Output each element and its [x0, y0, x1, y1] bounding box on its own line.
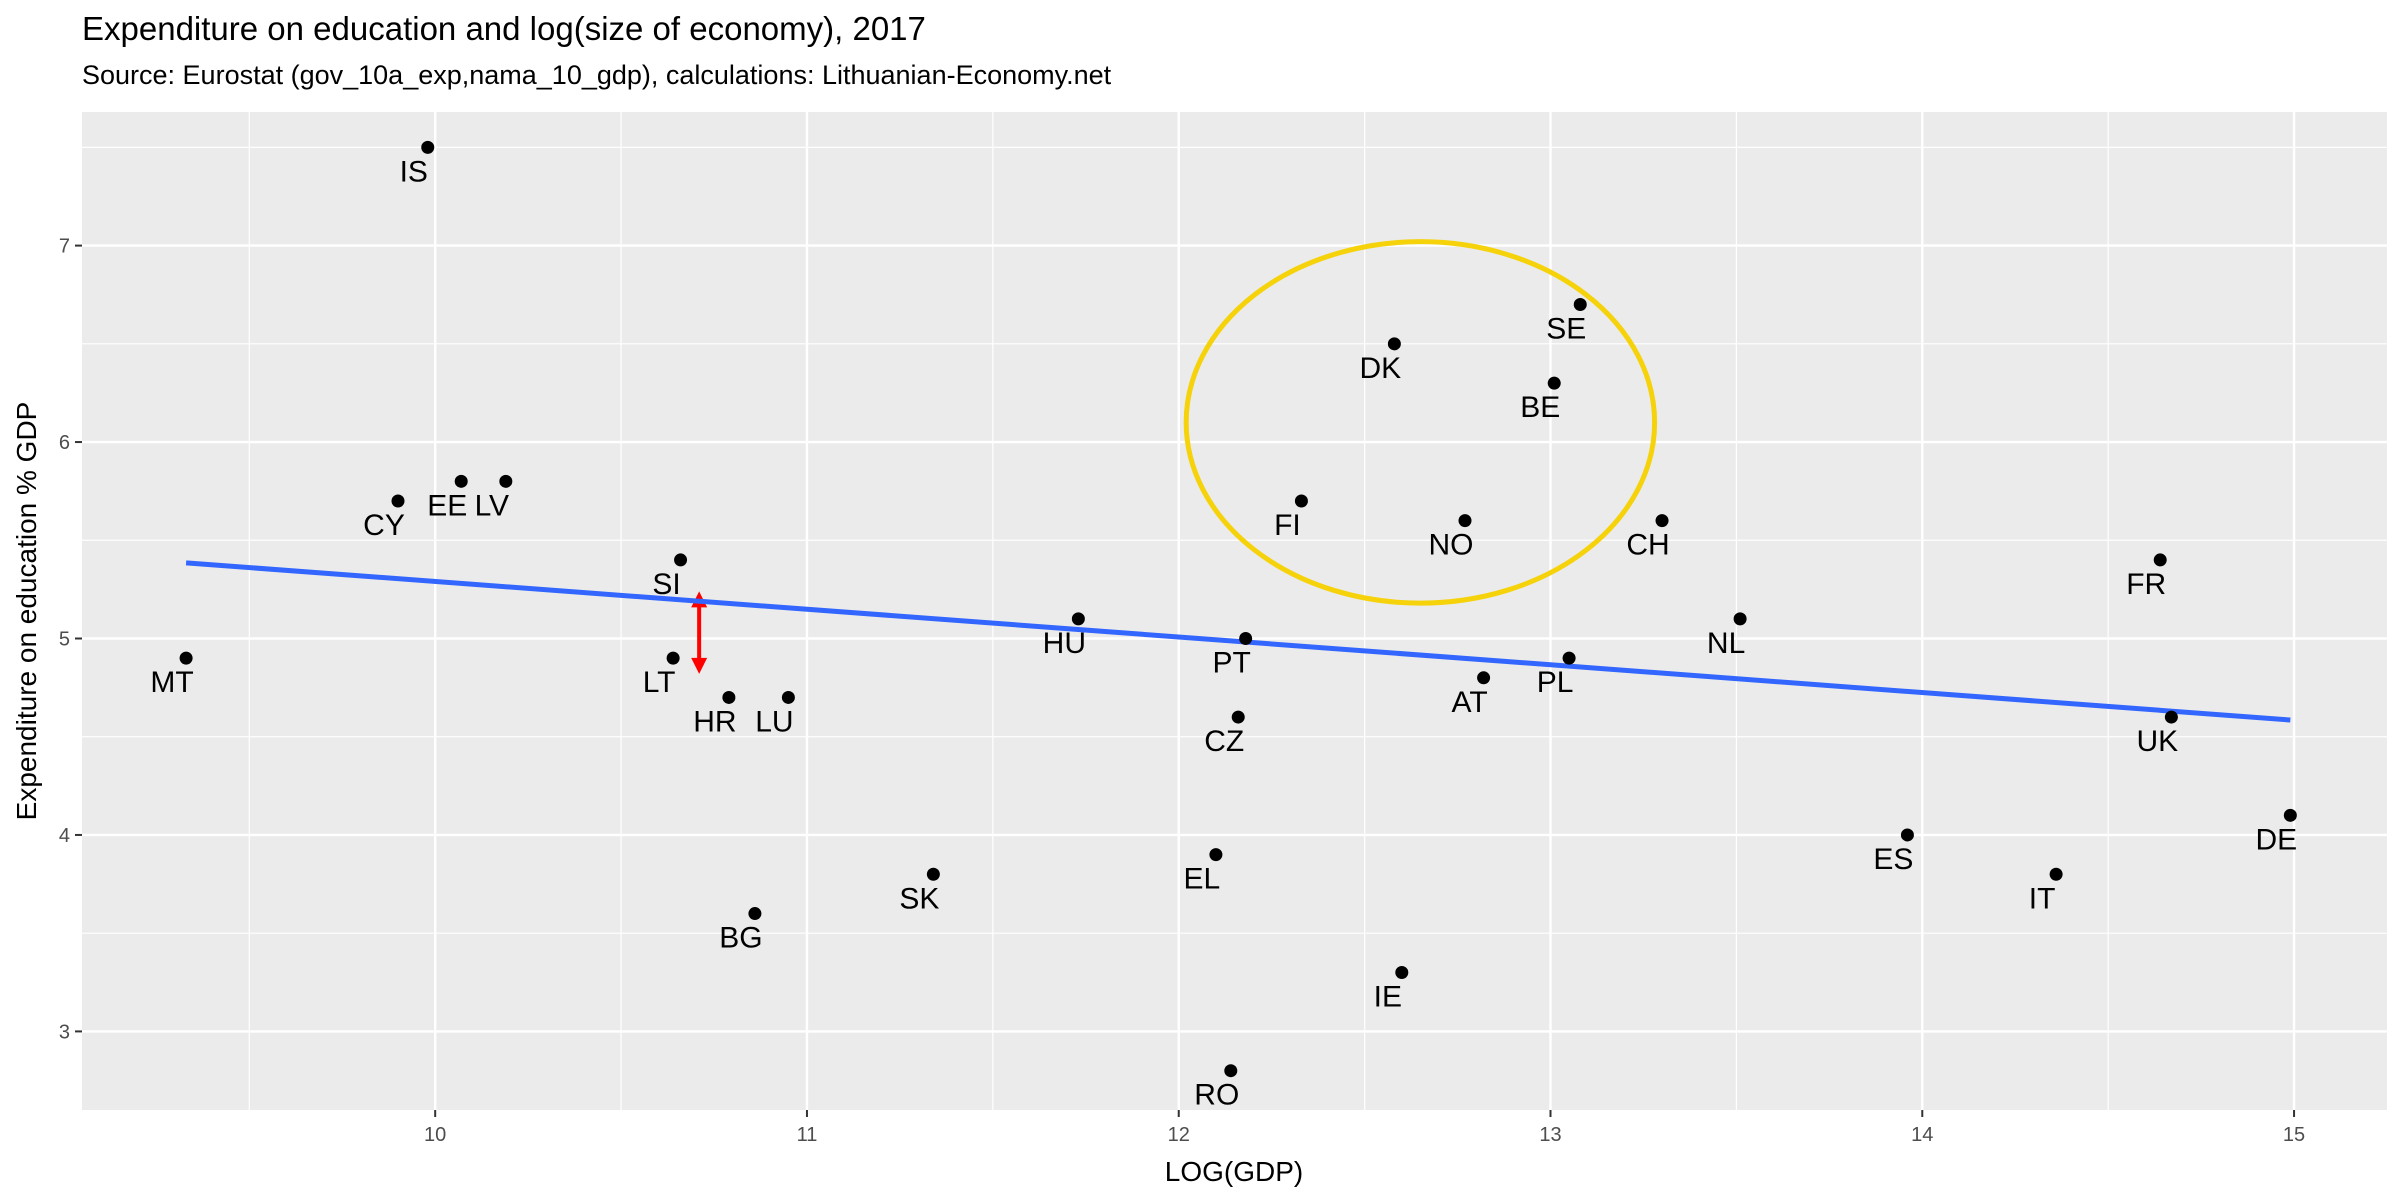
data-point-label: CY: [363, 509, 405, 542]
data-point-label: UK: [2137, 725, 2179, 758]
data-point-label: LT: [643, 666, 676, 699]
data-point-label: PL: [1537, 666, 1574, 699]
data-point: [2049, 867, 2063, 881]
data-point: [454, 474, 468, 488]
data-point-label: FI: [1274, 509, 1301, 542]
y-tick-label: 7: [59, 236, 70, 258]
data-point-label: DK: [1360, 352, 1402, 385]
x-axis-title: LOG(GDP): [1165, 1156, 1303, 1187]
data-point: [1573, 298, 1587, 312]
chart-subtitle: Source: Eurostat (gov_10a_exp,nama_10_gd…: [82, 60, 1112, 90]
data-point-label: CH: [1626, 529, 1669, 562]
data-point: [1294, 494, 1308, 508]
data-point-label: NL: [1707, 627, 1745, 660]
data-point: [1547, 376, 1561, 390]
data-point-label: CZ: [1204, 725, 1244, 758]
data-point-label: SK: [899, 882, 939, 915]
data-point: [1655, 514, 1669, 528]
data-point: [391, 494, 405, 508]
data-point-label: HR: [693, 705, 736, 738]
data-point-label: BG: [719, 922, 762, 955]
data-point-label: MT: [150, 666, 193, 699]
trend-line: [185, 560, 2291, 723]
points-layer: IS CY EE LV MT SI LT HR LU BG SK HU PT CZ EL RO FI IE DK NO…: [150, 140, 2297, 1112]
data-point: [1458, 514, 1472, 528]
x-tick-label: 13: [1539, 1124, 1561, 1146]
y-tick-label: 6: [59, 432, 70, 454]
x-axis: 10 11 12 13 14 15: [424, 1110, 2305, 1146]
data-point: [2164, 710, 2178, 724]
plot-panel: [82, 112, 2387, 1110]
data-point: [499, 474, 513, 488]
data-point-label: IT: [2029, 882, 2056, 915]
data-point-label: IE: [1374, 980, 1402, 1013]
data-point: [2283, 808, 2297, 822]
data-point: [1387, 337, 1401, 351]
data-point: [722, 690, 736, 704]
data-point-label: EL: [1184, 863, 1221, 896]
data-point-label: HU: [1043, 627, 1086, 660]
gap-arrow-head-down: [691, 657, 708, 674]
data-point: [1477, 671, 1491, 685]
data-point: [179, 651, 193, 665]
x-tick-label: 15: [2283, 1124, 2305, 1146]
data-point-label: FR: [2126, 568, 2166, 601]
data-point: [1071, 612, 1085, 626]
data-point: [1231, 710, 1245, 724]
trend-layer: [185, 560, 2291, 723]
y-axis: 3 4 5 6 7: [59, 236, 82, 1043]
data-point: [926, 867, 940, 881]
data-point: [1733, 612, 1747, 626]
data-point-label: RO: [1194, 1079, 1239, 1112]
data-point-label: IS: [400, 155, 428, 188]
data-point: [674, 553, 688, 567]
data-point: [1224, 1064, 1238, 1078]
data-point-label: BE: [1520, 391, 1560, 424]
data-point-label: NO: [1429, 529, 1474, 562]
data-point: [666, 651, 680, 665]
highlight-ellipse: [1183, 239, 1658, 606]
x-tick-label: 12: [1168, 1124, 1190, 1146]
x-tick-label: 10: [424, 1124, 446, 1146]
data-point-label: ES: [1873, 843, 1913, 876]
data-point-label: SE: [1546, 313, 1586, 346]
data-point: [781, 690, 795, 704]
data-point-label: DE: [2255, 823, 2297, 856]
x-tick-label: 14: [1911, 1124, 1933, 1146]
y-axis-title: Expenditure on education % GDP: [11, 402, 42, 821]
data-point-label: AT: [1452, 686, 1488, 719]
data-point-label: SI: [652, 568, 680, 601]
data-point-label: LV: [475, 489, 509, 522]
major-gridlines: [82, 112, 2387, 1110]
data-point: [1239, 632, 1253, 646]
chart-title: Expenditure on education and log(size of…: [82, 10, 926, 47]
y-tick-label: 5: [59, 629, 70, 651]
minor-gridlines: [82, 112, 2387, 1110]
data-point: [421, 140, 435, 154]
data-point: [2153, 553, 2167, 567]
y-tick-label: 3: [59, 1021, 70, 1043]
data-point-label: PT: [1212, 647, 1250, 680]
data-point: [748, 907, 762, 921]
y-tick-label: 4: [59, 825, 70, 847]
data-point: [1900, 828, 1914, 842]
data-point-label: LU: [755, 705, 793, 738]
x-tick-label: 11: [797, 1124, 818, 1146]
data-point-label: EE: [427, 489, 467, 522]
data-point: [1209, 848, 1223, 862]
data-point: [1562, 651, 1576, 665]
data-point: [1395, 965, 1409, 979]
